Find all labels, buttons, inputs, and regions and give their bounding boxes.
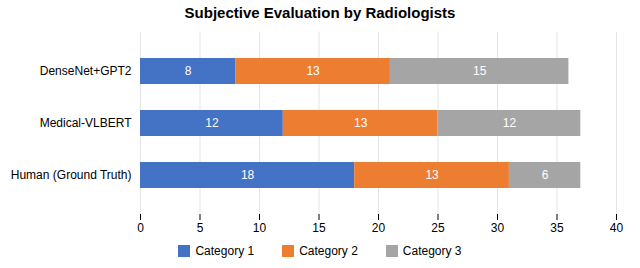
svg-text:13: 13 bbox=[306, 64, 320, 78]
svg-text:35: 35 bbox=[550, 221, 564, 235]
svg-text:15: 15 bbox=[312, 221, 326, 235]
svg-text:Medical-VLBERT: Medical-VLBERT bbox=[40, 116, 132, 130]
svg-text:6: 6 bbox=[542, 168, 549, 182]
html-text:Subjective Evaluation by Radio: Subjective Evaluation by Radiologists bbox=[184, 4, 456, 21]
svg-text:13: 13 bbox=[354, 116, 368, 130]
svg-text:5: 5 bbox=[197, 221, 204, 235]
svg-text:30: 30 bbox=[491, 221, 505, 235]
svg-text:12: 12 bbox=[205, 116, 219, 130]
svg-text:8: 8 bbox=[185, 64, 192, 78]
html-text:Category 2: Category 2 bbox=[299, 244, 358, 258]
svg-text:DenseNet+GPT2: DenseNet+GPT2 bbox=[40, 64, 132, 78]
svg-text:13: 13 bbox=[425, 168, 439, 182]
html-text:Category 1: Category 1 bbox=[195, 244, 255, 258]
svg-text:Human (Ground Truth): Human (Ground Truth) bbox=[11, 168, 132, 182]
html-text:Category 3: Category 3 bbox=[402, 244, 462, 258]
svg-text:25: 25 bbox=[431, 221, 445, 235]
svg-text:10: 10 bbox=[253, 221, 267, 235]
svg-text:40: 40 bbox=[610, 221, 624, 235]
svg-text:0: 0 bbox=[137, 221, 144, 235]
svg-text:18: 18 bbox=[241, 168, 255, 182]
svg-text:20: 20 bbox=[372, 221, 386, 235]
svg-text:12: 12 bbox=[503, 116, 517, 130]
svg-text:15: 15 bbox=[473, 64, 487, 78]
